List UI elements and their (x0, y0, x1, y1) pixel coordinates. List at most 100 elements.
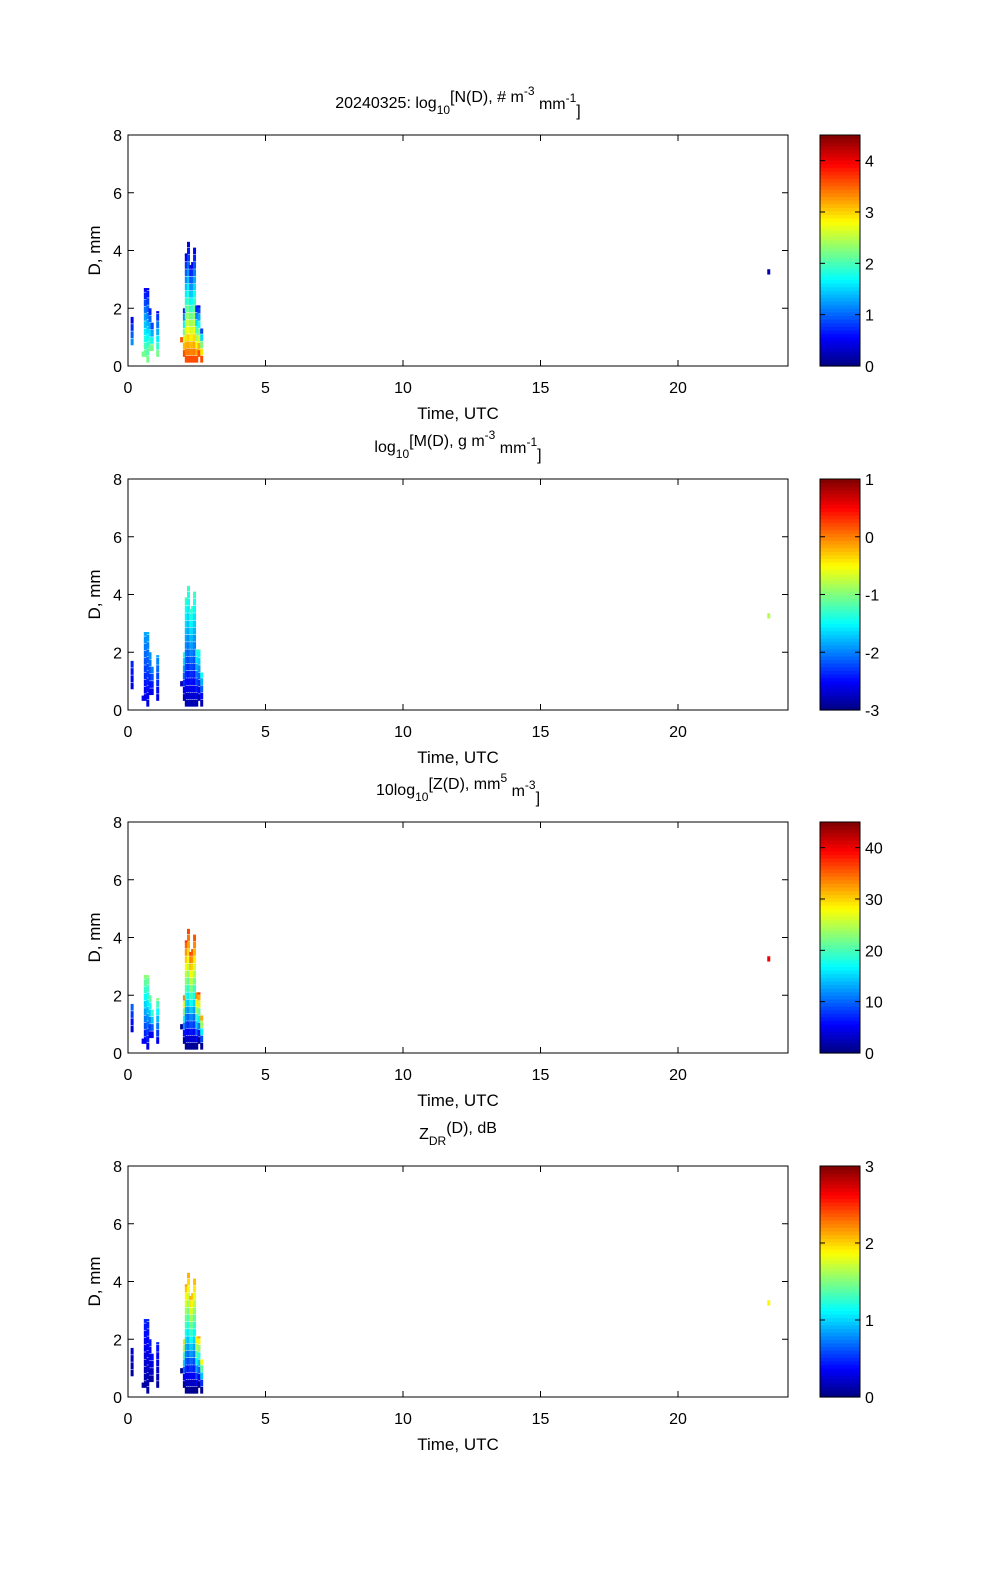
heatmap-cell (191, 1014, 195, 1021)
colorbar-segment (820, 1274, 860, 1279)
heatmap-cell (191, 678, 195, 685)
heatmap-cell (146, 632, 150, 635)
colorbar-segment (820, 536, 860, 541)
heatmap-cell (130, 1018, 134, 1026)
colorbar-segment (820, 210, 860, 216)
colorbar-segment (820, 670, 860, 675)
heatmap-cell (156, 335, 160, 343)
heatmap-cell (197, 321, 201, 328)
heatmap-cell (182, 1015, 186, 1023)
colorbar-segment (820, 138, 860, 143)
title-part: 5 (500, 771, 507, 785)
colorbar-segment (820, 832, 860, 838)
heatmap-cell (189, 634, 193, 642)
y-tick-label: 2 (113, 301, 122, 318)
heatmap-cell (146, 678, 150, 685)
heatmap-cell (187, 1285, 190, 1293)
heatmap-cell (193, 1278, 197, 1286)
heatmap-cell (193, 341, 197, 349)
colorbar-segment (820, 1166, 860, 1171)
heatmap-cell (156, 1029, 160, 1037)
heatmap-cell (187, 1386, 190, 1394)
title-part: 20240325: (335, 95, 415, 112)
colorbar-tick-label: 0 (865, 1046, 874, 1063)
heatmap-cell (189, 1343, 193, 1351)
heatmap-cell (193, 941, 197, 949)
heatmap-cell (184, 992, 188, 1000)
colorbar-tick-label: 20 (865, 943, 883, 960)
colorbar-segment (820, 580, 860, 585)
heatmap-cell (187, 627, 190, 635)
heatmap-cell (148, 1353, 152, 1361)
heatmap-cell (156, 311, 160, 314)
title-part: mm (535, 96, 566, 113)
heatmap-cell (187, 1006, 190, 1014)
heatmap-cell (195, 671, 199, 678)
heatmap-cell (143, 1373, 147, 1381)
heatmap-cell (130, 668, 134, 675)
heatmap-cell (141, 351, 145, 357)
heatmap-cell (195, 663, 199, 671)
plot-frame (127, 134, 789, 367)
heatmap-cell (195, 1365, 199, 1372)
heatmap-cell (191, 1293, 195, 1300)
heatmap-cell (189, 276, 193, 284)
heatmap-cell (193, 678, 197, 685)
heatmap-cell (180, 337, 184, 343)
colorbar-segment (820, 684, 860, 689)
panel-2: log10[M(D), g m-3 mm-1]0 5 10 15 2002468Time… (85, 428, 879, 767)
heatmap-cell (187, 1021, 190, 1028)
colorbar-tick-label: 10 (865, 995, 883, 1012)
x-tick-label: 5 (261, 1067, 270, 1084)
heatmap-cell (195, 1028, 199, 1036)
heatmap-cell (193, 327, 197, 334)
heatmap-cell (197, 328, 201, 336)
heatmap-cell (189, 970, 193, 978)
colorbar-frame (819, 134, 861, 367)
colorbar-segment (820, 500, 860, 505)
heatmap-cell (143, 975, 147, 979)
heatmap-cell (182, 328, 186, 336)
heatmap-cell (143, 342, 147, 350)
heatmap-cell (189, 999, 193, 1007)
colorbar-segment (820, 1045, 860, 1050)
plot-frame (127, 1165, 789, 1398)
heatmap-cell (195, 1336, 199, 1344)
colorbar-segment (820, 221, 860, 226)
heatmap-cell (197, 314, 201, 321)
heatmap-cell (193, 1307, 197, 1315)
title-part: -1 (566, 91, 577, 105)
heatmap-cell (189, 355, 193, 363)
colorbar-segment (820, 1353, 860, 1358)
heatmap-cell (193, 312, 197, 320)
colorbar-segment (820, 879, 860, 884)
colorbar-segment (820, 962, 860, 967)
heatmap-cell (156, 665, 160, 672)
colorbar-segment (820, 533, 860, 538)
heatmap-cell (187, 663, 190, 671)
heatmap-cell (156, 1015, 160, 1023)
heatmap-cell (156, 1373, 160, 1381)
colorbar-segment (820, 663, 860, 668)
heatmap-cell (156, 328, 160, 336)
heatmap-cell (182, 672, 186, 680)
heatmap-cell (150, 681, 154, 688)
heatmap-cell (130, 660, 134, 668)
heatmap-cell (148, 322, 152, 330)
heatmap-cell (182, 1037, 186, 1044)
colorbar-segment (820, 293, 860, 299)
colorbar-segment (820, 583, 860, 588)
colorbar-segment (820, 1205, 860, 1210)
heatmap-cell (193, 1329, 197, 1336)
colorbar-segment (820, 319, 860, 324)
colorbar-segment (820, 1169, 860, 1174)
colorbar-segment (820, 1027, 860, 1032)
heatmap-cell (150, 337, 154, 344)
heatmap-cell (184, 949, 188, 956)
colorbar-segment (820, 626, 860, 632)
heatmap-cell (184, 1028, 188, 1036)
heatmap-cell (148, 652, 152, 659)
colorbar-segment (820, 1277, 860, 1283)
colorbar-segment (820, 1292, 860, 1297)
heatmap-cell (191, 1314, 195, 1322)
